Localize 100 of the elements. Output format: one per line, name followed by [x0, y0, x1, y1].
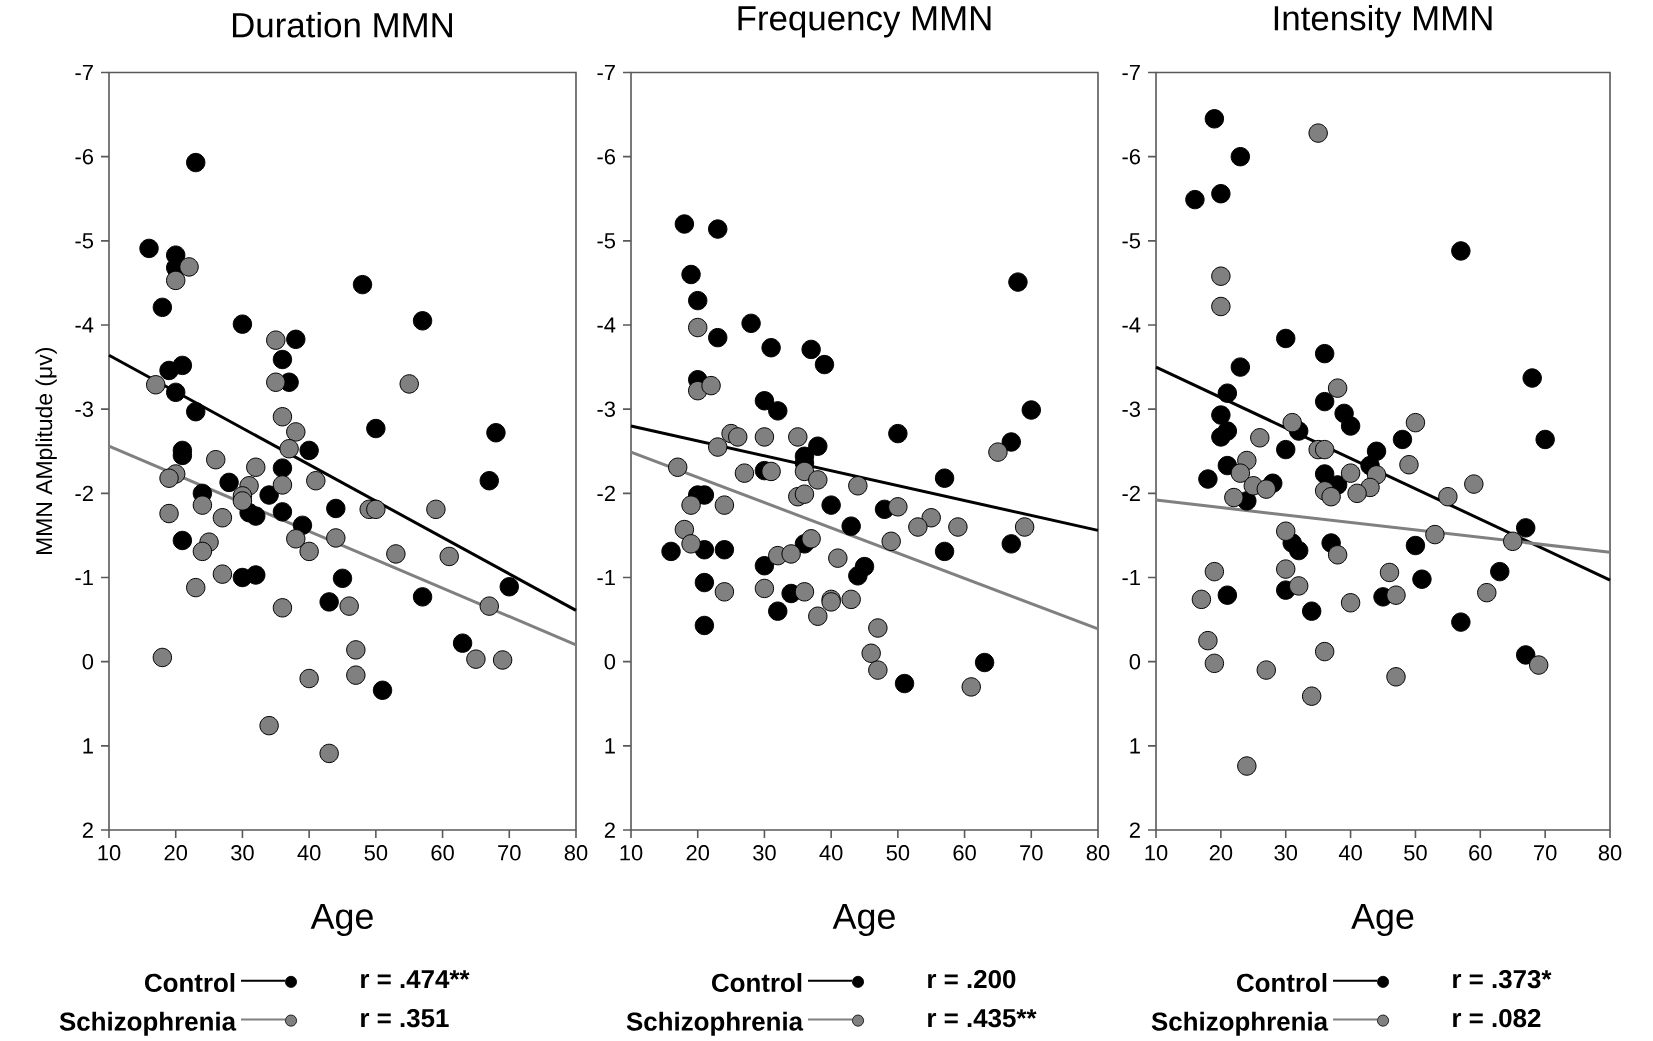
chart-title: Frequency MMN — [738, 6, 991, 38]
y-tick-label: 0 — [604, 653, 616, 670]
y-tick-label: -7 — [75, 64, 93, 81]
point — [768, 601, 788, 621]
point — [299, 541, 319, 562]
point — [172, 530, 193, 551]
point — [714, 540, 735, 560]
y-tick-label: 2 — [82, 822, 93, 838]
point — [848, 476, 868, 496]
point — [794, 484, 815, 504]
y-tick-label: -1 — [1122, 569, 1140, 586]
y-tick-label: -1 — [597, 569, 615, 586]
y-tick-label: -4 — [75, 317, 94, 333]
legend-label: Schizophrenia — [59, 1011, 237, 1036]
point — [366, 418, 386, 439]
point — [1198, 469, 1218, 489]
point — [1230, 357, 1251, 377]
point — [1366, 441, 1387, 461]
point — [888, 423, 908, 444]
point — [1001, 534, 1021, 554]
point — [1021, 400, 1041, 420]
point — [1301, 601, 1322, 621]
point — [1230, 146, 1251, 167]
y-tick-label: -3 — [75, 401, 93, 417]
point — [1386, 667, 1406, 687]
point — [714, 495, 735, 515]
y-tick-label: -2 — [75, 485, 93, 501]
point — [1327, 545, 1348, 565]
point — [1314, 343, 1335, 364]
x-tick-label: 70 — [498, 845, 521, 861]
point — [708, 219, 728, 239]
point — [1314, 439, 1335, 460]
point — [1347, 483, 1367, 504]
point — [1211, 266, 1231, 286]
point — [1405, 412, 1426, 433]
point — [1503, 531, 1523, 552]
point — [306, 471, 326, 491]
y-tick-label: -6 — [1122, 148, 1140, 165]
point — [166, 270, 186, 291]
y-tick-label: -2 — [1122, 485, 1140, 501]
point — [761, 338, 781, 358]
point — [934, 541, 955, 562]
x-tick-label: 60 — [431, 845, 454, 861]
y-tick-label: 0 — [1129, 653, 1141, 670]
x-tick-label: 50 — [886, 845, 910, 861]
point — [326, 498, 346, 519]
y-tick-label: -7 — [1122, 64, 1140, 81]
y-tick-label: 0 — [82, 653, 94, 670]
point — [439, 546, 459, 567]
point — [1451, 612, 1471, 632]
point — [1477, 582, 1497, 603]
point — [152, 297, 173, 318]
point — [1528, 655, 1549, 675]
point — [1314, 641, 1335, 662]
point — [1340, 593, 1361, 613]
point — [881, 531, 901, 552]
point — [219, 472, 239, 493]
point — [1250, 428, 1270, 448]
point — [1392, 429, 1413, 450]
point — [179, 257, 199, 277]
point — [701, 375, 721, 396]
point — [808, 606, 828, 626]
point — [1314, 464, 1335, 484]
point — [1211, 427, 1231, 447]
point — [1014, 517, 1035, 537]
point — [1464, 474, 1484, 494]
point — [1379, 562, 1400, 583]
point — [1276, 559, 1296, 579]
point — [674, 519, 695, 540]
point — [681, 495, 701, 515]
point — [1001, 432, 1021, 452]
point — [688, 290, 708, 311]
x-tick-label: 30 — [1274, 845, 1298, 861]
y-tick-label: -4 — [597, 317, 616, 333]
point — [728, 427, 748, 447]
point — [192, 541, 213, 562]
x-tick-label: 20 — [686, 845, 710, 861]
point — [426, 499, 446, 520]
point — [1230, 463, 1251, 483]
point — [1522, 368, 1542, 388]
y-tick-label: -4 — [1122, 317, 1141, 333]
point — [1224, 487, 1244, 508]
point — [212, 508, 233, 528]
y-tick-label: -1 — [75, 569, 93, 586]
point — [668, 457, 688, 477]
point — [794, 582, 815, 602]
point — [346, 665, 366, 685]
x-tick-label: 30 — [753, 845, 776, 861]
point — [808, 436, 828, 456]
point — [1438, 487, 1458, 507]
point — [908, 517, 928, 537]
x-tick-label: 30 — [231, 845, 254, 861]
point — [821, 495, 841, 515]
point — [1535, 429, 1555, 450]
point — [412, 311, 433, 331]
y-tick-label: -5 — [1122, 233, 1141, 249]
point — [479, 596, 499, 616]
point — [139, 238, 159, 259]
x-tick-label: 10 — [1145, 845, 1168, 861]
point — [974, 652, 995, 673]
